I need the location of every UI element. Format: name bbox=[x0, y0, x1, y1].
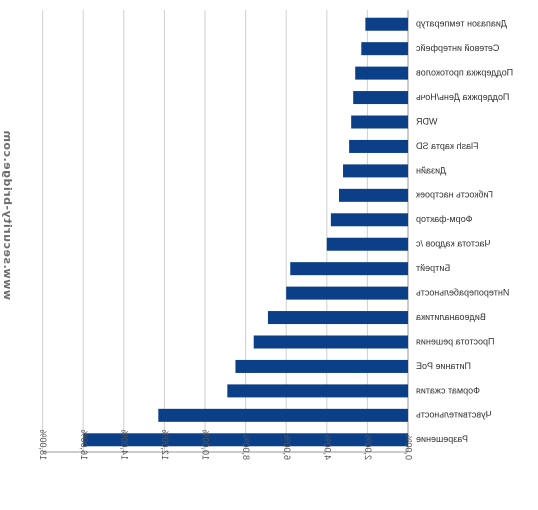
category-label: WDR bbox=[416, 116, 438, 126]
category-label: Формат сжатия bbox=[416, 385, 480, 395]
x-tick-label: 12,00% bbox=[160, 429, 170, 460]
x-tick-label: 14,00% bbox=[119, 429, 129, 460]
category-label: Диапазон температур bbox=[416, 19, 507, 29]
bar bbox=[227, 384, 408, 398]
bar bbox=[361, 42, 408, 56]
category-label: Интероперабельность bbox=[416, 287, 510, 297]
category-label: Видеоаналитика bbox=[416, 312, 486, 322]
bar bbox=[330, 213, 408, 227]
category-label: Битрейт bbox=[416, 263, 450, 273]
category-label: Flash карта SD bbox=[416, 141, 479, 151]
x-tick-label: 2,00% bbox=[363, 434, 373, 460]
category-label: Форм-фактор bbox=[416, 214, 473, 224]
bar bbox=[343, 164, 408, 178]
bar bbox=[353, 91, 408, 105]
category-label: Сетевой интерфейс bbox=[416, 43, 500, 53]
bars bbox=[83, 17, 408, 447]
x-tick-labels: 0,00% 2,00% 4,00% 6,00% 8,00% 10,00% 12,00% 14,… bbox=[38, 429, 413, 460]
x-tick-label: 8,00% bbox=[241, 434, 251, 460]
bar bbox=[338, 188, 408, 202]
x-tick-label: 4,00% bbox=[322, 434, 332, 460]
bar bbox=[326, 237, 408, 251]
x-tick-label: 6,00% bbox=[282, 434, 292, 460]
bar bbox=[267, 311, 408, 325]
bar bbox=[355, 66, 408, 80]
gridlines bbox=[42, 10, 409, 453]
watermark: www.security-bridge.com bbox=[1, 129, 14, 300]
category-label: Дизайн bbox=[416, 165, 446, 175]
x-tick-label: 0,00% bbox=[404, 434, 414, 460]
bar bbox=[365, 17, 408, 31]
category-label: Гибкость настроек bbox=[416, 190, 493, 200]
category-label: Питание PoE bbox=[416, 361, 471, 371]
bar bbox=[253, 335, 408, 349]
category-label: Поддержка День/Ночь bbox=[416, 92, 510, 102]
category-label: Чувствительность bbox=[416, 410, 492, 420]
category-label: Частота кадров /с bbox=[416, 239, 491, 249]
x-tick-label: 18,00% bbox=[38, 429, 48, 460]
bar bbox=[235, 359, 408, 373]
category-labels: Диапазон температур Сетевой интерфейс Подд… bbox=[416, 19, 514, 445]
bar bbox=[158, 408, 408, 422]
bar bbox=[290, 262, 408, 276]
bar bbox=[83, 433, 408, 447]
category-label: Поддержка протоколов bbox=[416, 67, 513, 77]
category-label: Простота решения bbox=[416, 336, 495, 346]
bar bbox=[286, 286, 408, 300]
bar bbox=[349, 139, 408, 153]
category-label: Разрешение bbox=[416, 434, 468, 444]
x-tick-label: 10,00% bbox=[201, 429, 211, 460]
bar bbox=[351, 115, 408, 129]
x-tick-label: 16,00% bbox=[79, 429, 89, 460]
